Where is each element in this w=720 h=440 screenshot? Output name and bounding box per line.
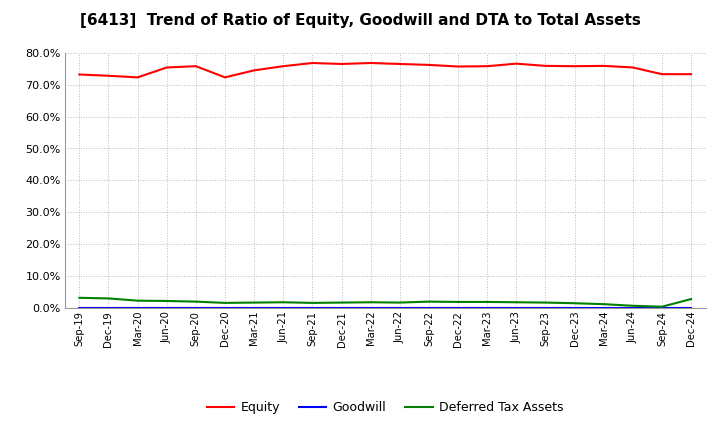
Equity [163,65,171,70]
Goodwill [279,305,287,311]
Deferred Tax Assets [250,300,258,305]
Equity [250,68,258,73]
Equity [454,64,462,69]
Goodwill [104,305,113,311]
Deferred Tax Assets [75,295,84,301]
Legend: Equity, Goodwill, Deferred Tax Assets: Equity, Goodwill, Deferred Tax Assets [202,396,569,419]
Equity [104,73,113,78]
Goodwill [163,305,171,311]
Goodwill [395,305,404,311]
Equity [483,63,492,69]
Equity [279,63,287,69]
Text: [6413]  Trend of Ratio of Equity, Goodwill and DTA to Total Assets: [6413] Trend of Ratio of Equity, Goodwil… [80,13,640,28]
Deferred Tax Assets [308,300,317,305]
Goodwill [75,305,84,311]
Equity [629,65,637,70]
Goodwill [337,305,346,311]
Goodwill [366,305,375,311]
Equity [687,72,696,77]
Line: Equity: Equity [79,63,691,77]
Equity [308,60,317,66]
Goodwill [657,305,666,311]
Deferred Tax Assets [454,299,462,304]
Goodwill [570,305,579,311]
Equity [425,62,433,68]
Goodwill [425,305,433,311]
Deferred Tax Assets [279,300,287,305]
Goodwill [483,305,492,311]
Goodwill [220,305,229,311]
Deferred Tax Assets [657,304,666,309]
Deferred Tax Assets [541,300,550,305]
Equity [220,75,229,80]
Deferred Tax Assets [163,298,171,304]
Goodwill [687,305,696,311]
Equity [75,72,84,77]
Goodwill [454,305,462,311]
Goodwill [512,305,521,311]
Deferred Tax Assets [337,300,346,305]
Equity [366,60,375,66]
Equity [337,61,346,66]
Goodwill [250,305,258,311]
Deferred Tax Assets [687,297,696,302]
Deferred Tax Assets [366,300,375,305]
Goodwill [629,305,637,311]
Equity [192,63,200,69]
Deferred Tax Assets [599,301,608,307]
Equity [570,63,579,69]
Line: Deferred Tax Assets: Deferred Tax Assets [79,298,691,307]
Deferred Tax Assets [395,300,404,305]
Deferred Tax Assets [425,299,433,304]
Goodwill [541,305,550,311]
Equity [541,63,550,69]
Goodwill [308,305,317,311]
Deferred Tax Assets [512,300,521,305]
Deferred Tax Assets [629,303,637,308]
Goodwill [192,305,200,311]
Equity [657,72,666,77]
Deferred Tax Assets [192,299,200,304]
Equity [133,75,142,80]
Deferred Tax Assets [483,299,492,304]
Goodwill [133,305,142,311]
Equity [599,63,608,69]
Equity [395,61,404,66]
Equity [512,61,521,66]
Deferred Tax Assets [104,296,113,301]
Deferred Tax Assets [570,301,579,306]
Goodwill [599,305,608,311]
Deferred Tax Assets [220,300,229,305]
Deferred Tax Assets [133,298,142,303]
